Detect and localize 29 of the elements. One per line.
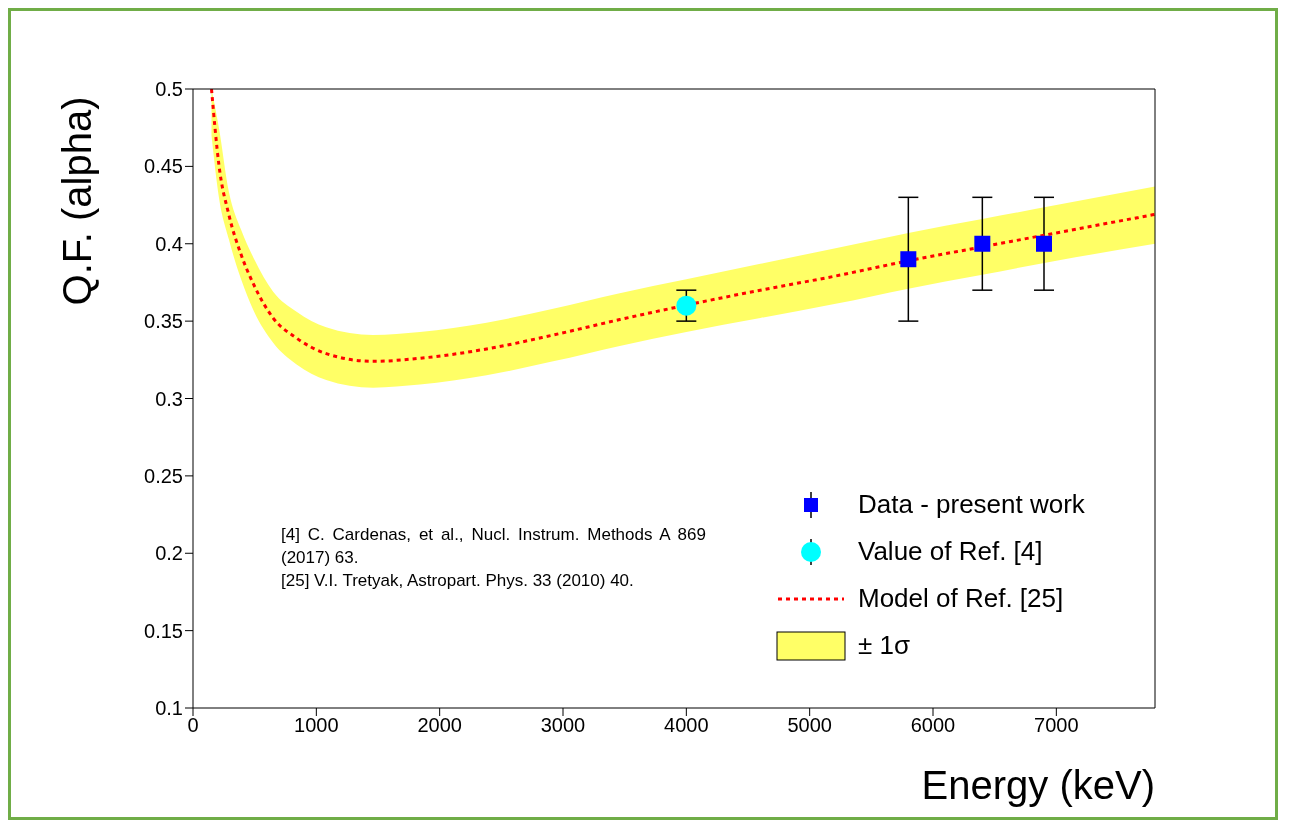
annotation: ± 1σ: [858, 630, 910, 661]
point: [1036, 235, 1052, 252]
legend-label: Value of Ref. [4]: [858, 536, 1043, 567]
y-tick-label: 0.2: [155, 542, 183, 565]
x-tick-label: 7000: [1034, 714, 1079, 737]
x-tick-label: 1000: [294, 714, 339, 737]
x-tick-label: 2000: [417, 714, 462, 737]
y-tick-label: 0.1: [155, 697, 183, 720]
point: [974, 235, 991, 252]
point: [900, 251, 917, 268]
point: [676, 295, 697, 316]
y-tick-label: 0.25: [144, 464, 183, 487]
y-tick-label: 0.35: [144, 310, 183, 333]
y-tick-label: 0.3: [155, 387, 183, 410]
x-tick-label: 6000: [910, 714, 956, 737]
y-tick-label: 0.5: [155, 78, 183, 101]
x-axis-title: Energy (keV): [921, 763, 1155, 808]
legend-label: Model of Ref. [25]: [858, 583, 1064, 614]
y-axis-title: Q.F. (alpha): [54, 96, 100, 306]
annotation: [4] C. Cardenas, et al., Nucl. Instrum. Methods A 869 (2017) 63.: [281, 524, 706, 569]
x-tick-label: 5000: [787, 714, 832, 737]
x-tick-label: 4000: [664, 714, 709, 737]
x-tick-label: 3000: [540, 714, 586, 737]
x-tick-label: 0: [187, 714, 199, 737]
y-tick-label: 0.4: [155, 232, 183, 255]
y-tick-label: 0.45: [144, 155, 183, 178]
y-tick-label: 0.15: [144, 619, 183, 642]
annotation: [25] V.I. Tretyak, Astropart. Phys. 33 (2010) 40.: [281, 570, 635, 592]
legend-label: Data - present work: [858, 489, 1085, 520]
